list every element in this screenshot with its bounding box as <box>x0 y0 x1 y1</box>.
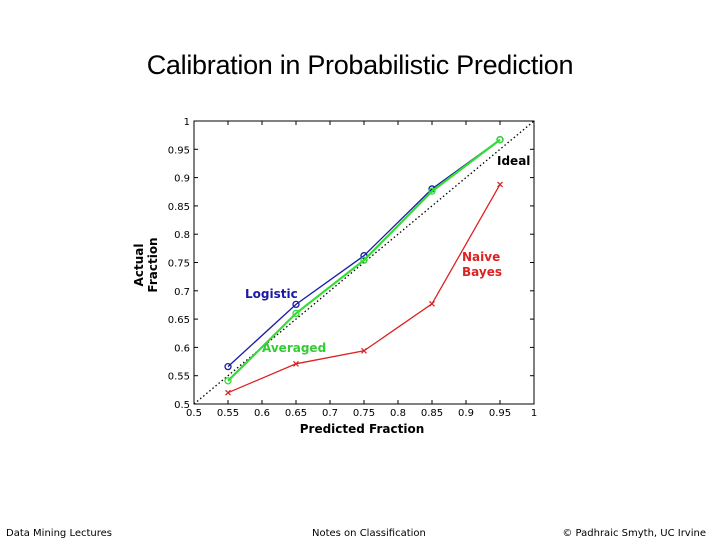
x-tick-label: 0.5 <box>186 408 202 419</box>
series-lines <box>224 136 504 396</box>
x-tick-label: 0.95 <box>489 408 511 419</box>
averaged-point <box>496 136 504 144</box>
x-tick-label: 0.8 <box>390 408 406 419</box>
naive-annotation: Naive <box>462 250 500 264</box>
y-tick-label: 0.7 <box>174 287 190 298</box>
x-tick-label: 0.55 <box>217 408 239 419</box>
y-tick-label: 0.8 <box>174 230 190 241</box>
averaged-point <box>224 377 232 385</box>
averaged-annotation: Averaged <box>262 341 326 355</box>
y-tick-label: 0.95 <box>168 145 190 156</box>
x-ticks: 0.5 0.55 0.6 0.65 0.7 0.75 0.8 0.85 0.9 0.95 1 <box>186 121 537 419</box>
footer-copyright: © Padhraic Smyth, UC Irvine <box>562 528 706 539</box>
ideal-line <box>193 120 535 405</box>
logistic-point <box>224 362 232 371</box>
x-tick-label: 0.7 <box>322 408 338 419</box>
x-tick-label: 0.75 <box>353 408 375 419</box>
y-tick-label: 0.65 <box>168 315 190 326</box>
logistic-annotation: Logistic <box>245 287 298 301</box>
naive-bayes-point <box>429 300 435 307</box>
y-tick-label: 0.55 <box>168 372 190 383</box>
naive-bayes-point <box>225 389 231 396</box>
averaged-point <box>428 187 436 195</box>
y-tick-label: 0.9 <box>174 174 190 185</box>
y-axis-label-line2: Fraction <box>146 237 160 292</box>
averaged-point <box>292 309 300 318</box>
x-tick-label: 0.9 <box>458 408 474 419</box>
logistic-point <box>292 300 300 309</box>
y-ticks: 0.5 0.55 0.6 0.65 0.7 0.75 0.8 0.85 0.9 0.95 1 <box>168 117 534 411</box>
y-tick-label: 0.85 <box>168 202 190 213</box>
x-tick-label: 0.85 <box>421 408 443 419</box>
naive-bayes-point <box>361 347 367 354</box>
ideal-diagonal <box>193 120 535 405</box>
x-tick-label: 0.6 <box>254 408 270 419</box>
naive-bayes-point <box>293 360 299 367</box>
y-tick-label: 0.5 <box>174 400 190 411</box>
x-tick-label: 1 <box>531 408 537 419</box>
naive-bayes-point <box>497 181 503 188</box>
y-tick-label: 1 <box>184 117 190 128</box>
logistic-line <box>227 139 501 368</box>
x-tick-label: 0.65 <box>285 408 307 419</box>
y-tick-label: 0.6 <box>174 343 190 354</box>
averaged-line <box>227 138 501 382</box>
x-axis-label: Predicted Fraction <box>300 422 425 436</box>
bayes-annotation: Bayes <box>462 265 502 279</box>
ideal-annotation: Ideal <box>497 154 530 168</box>
footer-course: Data Mining Lectures <box>6 528 113 539</box>
slide-title: Calibration in Probabilistic Prediction <box>146 50 574 80</box>
y-tick-label: 0.75 <box>168 259 190 270</box>
averaged-point <box>360 256 368 264</box>
y-axis-label-group: Actual Fraction <box>132 237 160 292</box>
y-axis-label-line1: Actual <box>132 244 146 287</box>
footer-topic: Notes on Classification <box>312 528 426 539</box>
